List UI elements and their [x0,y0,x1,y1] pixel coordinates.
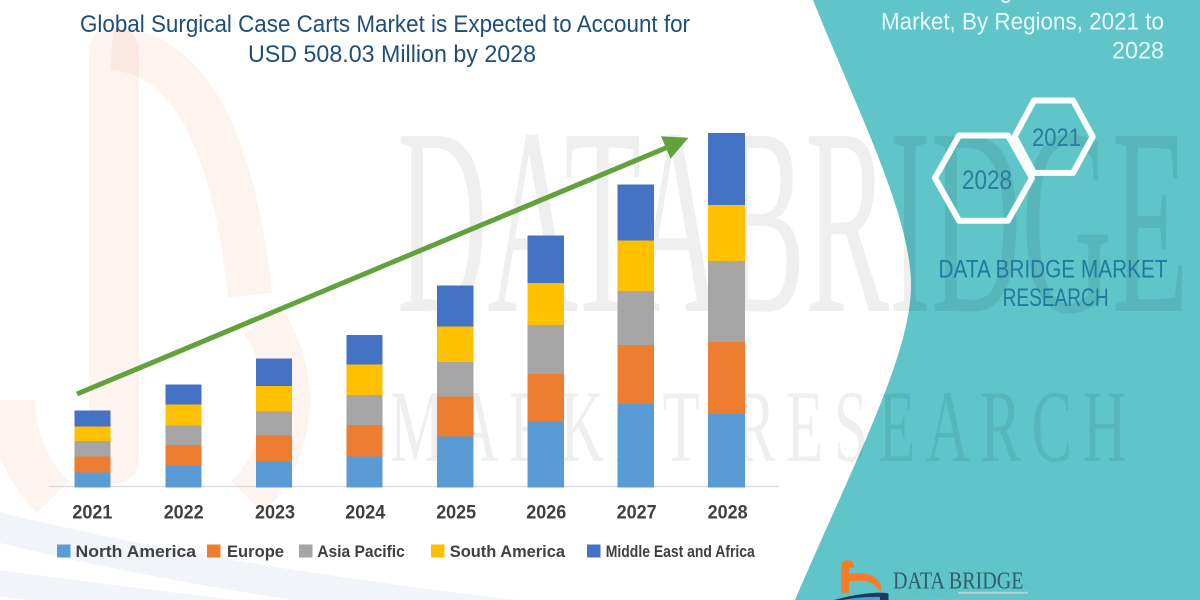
svg-text:2027: 2027 [617,502,657,524]
svg-text:Global Surgical Case Carts Mar: Global Surgical Case Carts Market is Exp… [80,11,690,38]
svg-text:Asia Pacific: Asia Pacific [317,542,405,561]
svg-text:RESEARCH: RESEARCH [1003,284,1109,312]
svg-text:North America: North America [76,542,197,561]
svg-text:South America: South America [450,542,566,561]
svg-text:USD 508.03 Million by 2028: USD 508.03 Million by 2028 [248,41,536,68]
svg-text:2021: 2021 [1032,124,1081,152]
svg-text:2024: 2024 [345,502,385,524]
svg-text:MARKET RESEARCH: MARKET RESEARCH [895,599,1025,600]
svg-text:Market, By Regions, 2021 to: Market, By Regions, 2021 to [881,9,1164,36]
svg-text:2021: 2021 [72,502,112,524]
svg-text:Global Surgical Case Carts: Global Surgical Case Carts [894,0,1164,4]
svg-text:2022: 2022 [164,502,204,524]
svg-text:DATA BRIDGE MARKET: DATA BRIDGE MARKET [939,256,1168,284]
svg-text:2028: 2028 [708,502,748,524]
svg-text:2023: 2023 [255,502,295,524]
svg-text:2026: 2026 [526,502,566,524]
svg-text:2025: 2025 [436,502,476,524]
svg-text:Middle East and Africa: Middle East and Africa [606,542,756,561]
svg-text:2028: 2028 [962,165,1012,195]
svg-text:2028: 2028 [1112,38,1164,65]
svg-text:DATA BRIDGE: DATA BRIDGE [893,569,1024,595]
svg-text:Europe: Europe [227,542,284,561]
